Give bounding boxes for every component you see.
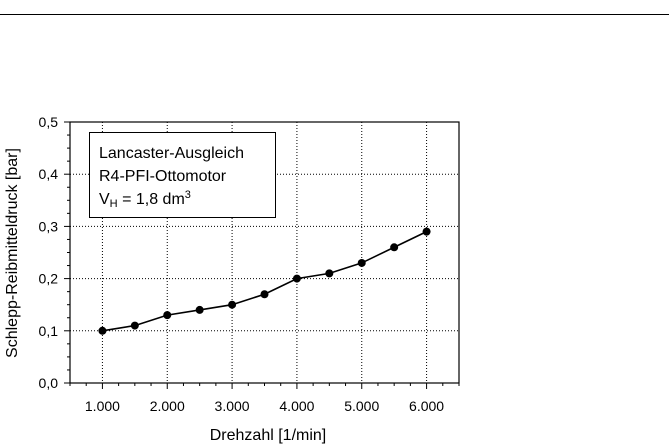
- y-tick-label: 0,1: [39, 323, 59, 339]
- x-tick-label: 6.000: [409, 398, 444, 414]
- data-point: [163, 311, 172, 320]
- data-point: [292, 274, 301, 283]
- y-tick-label: 0,0: [39, 375, 59, 391]
- x-tick-label: 2.000: [150, 398, 185, 414]
- data-point: [422, 227, 431, 236]
- annotation-line-3-subscript: H: [109, 198, 118, 210]
- y-axis-label: Schlepp-Reibmitteldruck [bar]: [4, 148, 21, 358]
- data-point: [98, 326, 107, 335]
- annotation-line-2: R4-PFI-Ottomotor: [99, 168, 227, 185]
- data-point: [357, 258, 366, 267]
- top-rule: [0, 14, 669, 15]
- annotation-box: Lancaster-Ausgleich R4-PFI-Ottomotor VH …: [89, 132, 276, 218]
- x-tick-label: 3.000: [215, 398, 250, 414]
- grid: [70, 122, 459, 383]
- annotation-line-3-superscript: 3: [184, 189, 191, 201]
- annotation-line-3-prefix: V: [99, 191, 110, 208]
- series: [98, 227, 431, 335]
- y-tick-label: 0,2: [39, 271, 59, 287]
- data-point: [195, 305, 204, 314]
- annotation-line-3: VH = 1,8 dm3: [99, 188, 275, 211]
- x-axis-label: Drehzahl [1/min]: [210, 427, 327, 444]
- x-tick-label: 5.000: [344, 398, 379, 414]
- ticks: 1.000 2.000 3.000 4.000 5.000 6.000 0,0 0,1 0,2 0…: [39, 114, 460, 414]
- y-tick-label: 0,4: [39, 166, 59, 182]
- data-point: [260, 290, 269, 299]
- data-point: [130, 321, 139, 330]
- data-point: [325, 269, 334, 278]
- y-tick-label: 0,3: [39, 218, 59, 234]
- annotation-line-3-mid: = 1,8 dm: [117, 191, 185, 208]
- x-tick-label: 4.000: [279, 398, 314, 414]
- x-tick-label: 1.000: [85, 398, 120, 414]
- annotation-line-1: Lancaster-Ausgleich: [99, 145, 244, 162]
- data-point: [228, 300, 237, 309]
- data-point: [390, 243, 399, 252]
- y-tick-label: 0,5: [39, 114, 59, 130]
- series-line: [102, 230, 427, 332]
